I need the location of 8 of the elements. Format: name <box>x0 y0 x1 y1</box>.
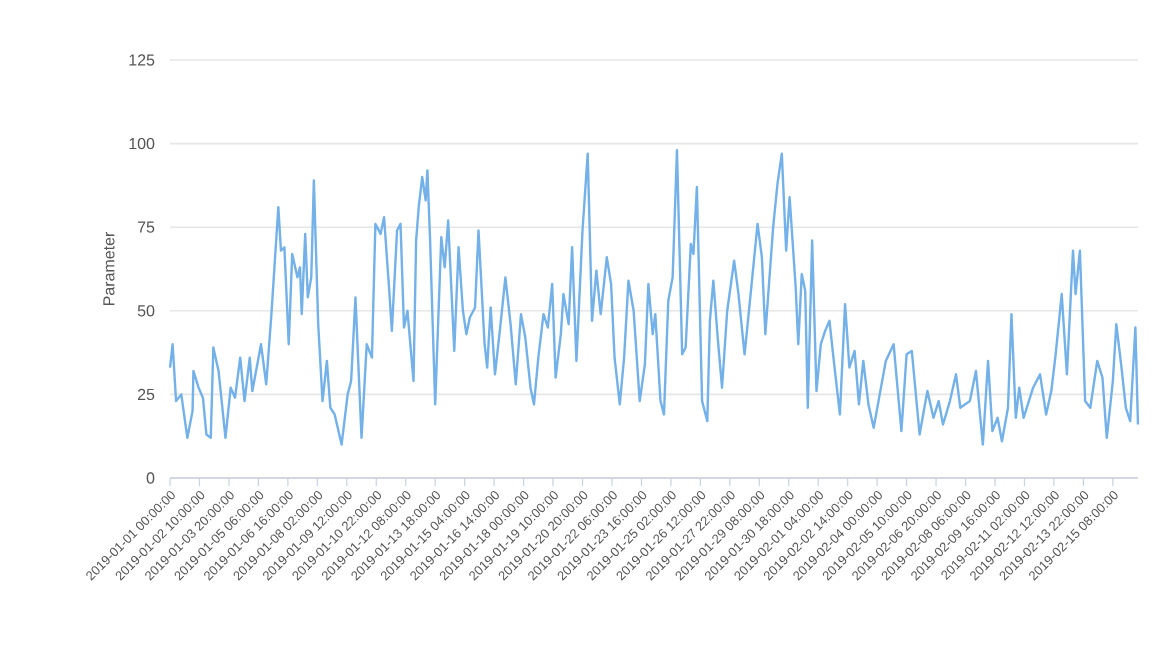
y-axis-title: Parameter <box>103 231 115 306</box>
y-tick-label: 125 <box>129 54 155 66</box>
y-tick-label: 50 <box>137 305 155 317</box>
y-tick-label: 0 <box>146 472 155 484</box>
y-tick-label: 75 <box>137 221 155 233</box>
y-tick-label: 100 <box>129 137 155 150</box>
line-series <box>168 149 1140 446</box>
y-tick-label: 25 <box>137 388 155 401</box>
